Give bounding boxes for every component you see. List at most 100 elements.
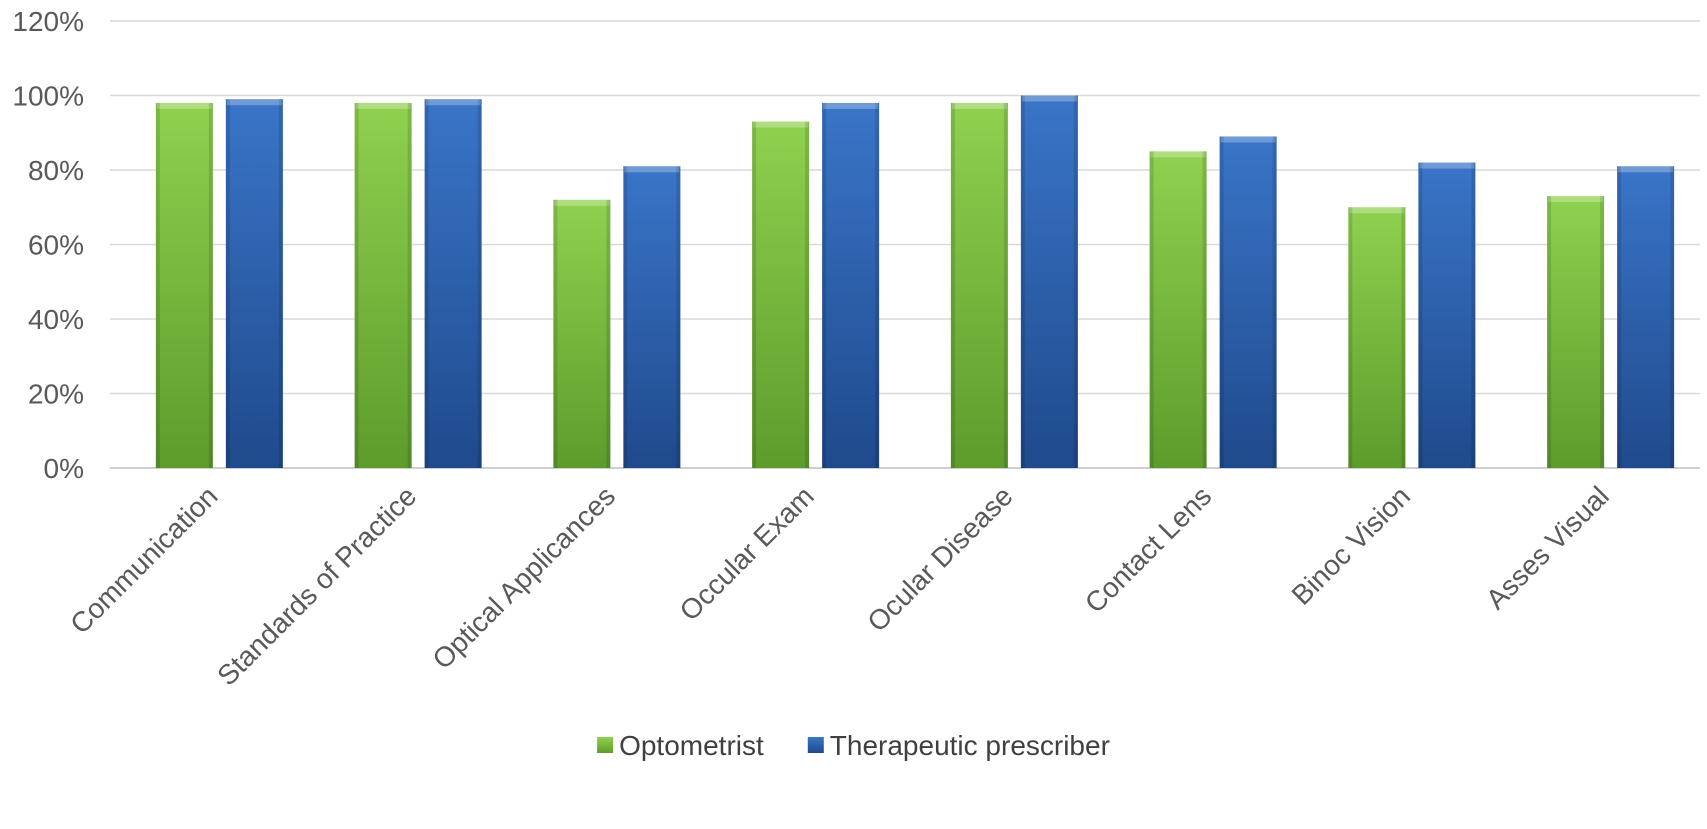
bar-body <box>1149 151 1207 468</box>
legend-label: Optometrist <box>619 730 764 761</box>
bar-bevel <box>1150 151 1206 158</box>
bar-body <box>1617 166 1675 468</box>
bar-edge-shade <box>553 199 558 469</box>
bar-therapeutic-prescriber <box>1418 162 1476 469</box>
bar-edge-shade <box>1073 95 1078 468</box>
bar-bevel <box>1548 196 1604 203</box>
x-category-label: Optical Applicances <box>426 480 621 675</box>
bar-edge-shade <box>1670 166 1675 468</box>
bar-edge-shade <box>1471 162 1476 469</box>
bar-edge-shade <box>278 99 283 468</box>
bar-edge-shade <box>822 102 827 468</box>
y-tick-label: 40% <box>28 304 84 335</box>
bar-edge-shade <box>407 102 412 468</box>
bar-body <box>424 99 482 468</box>
y-axis-tick-labels: 0% 20% 40% 60% 80% 100% 120% <box>12 6 84 484</box>
bar-edge-shade <box>1617 166 1622 468</box>
bar-body <box>1418 162 1476 469</box>
bar-optometrist <box>155 102 213 468</box>
bar-body <box>354 102 412 468</box>
x-category-label: Standards of Practice <box>211 480 422 691</box>
x-category-label: Occular Exam <box>674 480 820 626</box>
bar-therapeutic-prescriber <box>623 166 681 468</box>
y-tick-label: 0% <box>44 453 84 484</box>
bar-therapeutic-prescriber <box>225 99 283 468</box>
x-category-label: Asses Visual <box>1480 480 1615 615</box>
bar-body <box>752 121 810 468</box>
bar-bevel <box>226 99 282 106</box>
y-tick-label: 100% <box>12 81 84 112</box>
bar-bevel <box>425 99 481 106</box>
bar-edge-shade <box>424 99 429 468</box>
bar-edge-shade <box>1020 95 1025 468</box>
bar-bevel <box>554 199 610 206</box>
bar-edge-shade <box>676 166 681 468</box>
bar-edge-shade <box>1418 162 1423 469</box>
bar-optometrist <box>1348 207 1406 468</box>
bar-edge-shade <box>1401 207 1406 468</box>
bar-bevel <box>753 121 809 128</box>
bar-therapeutic-prescriber <box>1617 166 1675 468</box>
bar-body <box>1348 207 1406 468</box>
bar-bevel <box>624 166 680 173</box>
bar-edge-shade <box>477 99 482 468</box>
bar-therapeutic-prescriber <box>1219 136 1277 468</box>
bar-bevel <box>1220 136 1276 143</box>
x-category-label: Contact Lens <box>1079 480 1218 619</box>
bar-bevel <box>1349 207 1405 214</box>
y-tick-label: 60% <box>28 230 84 261</box>
bar-bevel <box>1419 162 1475 169</box>
bar-edge-shade <box>1219 136 1224 468</box>
x-category-label: Communication <box>64 480 223 639</box>
bar-body <box>1219 136 1277 468</box>
bar-bevel <box>823 102 879 109</box>
bar-optometrist <box>1149 151 1207 468</box>
bar-edge-shade <box>623 166 628 468</box>
bar-bevel <box>156 102 212 109</box>
bar-body <box>225 99 283 468</box>
bar-edge-shade <box>1348 207 1353 468</box>
bar-bevel <box>1618 166 1674 173</box>
bar-therapeutic-prescriber <box>822 102 880 468</box>
bars <box>155 95 1675 469</box>
bar-edge-shade <box>1547 196 1552 468</box>
legend-swatch-box <box>597 737 614 753</box>
bar-edge-shade <box>354 102 359 468</box>
bar-body <box>950 102 1008 468</box>
bar-body <box>1547 196 1605 468</box>
bar-edge-shade <box>1600 196 1605 468</box>
bar-optometrist <box>950 102 1008 468</box>
bar-optometrist <box>752 121 810 468</box>
x-category-label: Ocular Disease <box>861 480 1018 637</box>
y-tick-label: 120% <box>12 6 84 37</box>
bar-optometrist <box>1547 196 1605 468</box>
y-tick-label: 20% <box>28 379 84 410</box>
legend-swatch-therapeutic-prescriber <box>807 737 824 753</box>
bar-edge-shade <box>606 199 611 469</box>
legend-swatch-optometrist <box>597 737 614 753</box>
bar-body <box>553 199 611 469</box>
bar-body <box>822 102 880 468</box>
bar-body <box>155 102 213 468</box>
bar-edge-shade <box>1003 102 1008 468</box>
bar-bevel <box>355 102 411 109</box>
legend-label: Therapeutic prescriber <box>830 730 1110 761</box>
bar-edge-shade <box>1202 151 1207 468</box>
bar-optometrist <box>553 199 611 469</box>
bar-therapeutic-prescriber <box>1020 95 1078 468</box>
legend-swatch-box <box>807 737 824 753</box>
bar-bevel <box>1021 95 1077 102</box>
bar-edge-shade <box>1272 136 1277 468</box>
bar-body <box>1020 95 1078 468</box>
bar-edge-shade <box>225 99 230 468</box>
x-category-label: Binoc Vision <box>1286 480 1417 611</box>
bar-bevel <box>951 102 1007 109</box>
bar-body <box>623 166 681 468</box>
bar-edge-shade <box>155 102 160 468</box>
bar-therapeutic-prescriber <box>424 99 482 468</box>
bar-edge-shade <box>950 102 955 468</box>
bar-edge-shade <box>875 102 880 468</box>
y-tick-label: 80% <box>28 155 84 186</box>
bar-edge-shade <box>752 121 757 468</box>
